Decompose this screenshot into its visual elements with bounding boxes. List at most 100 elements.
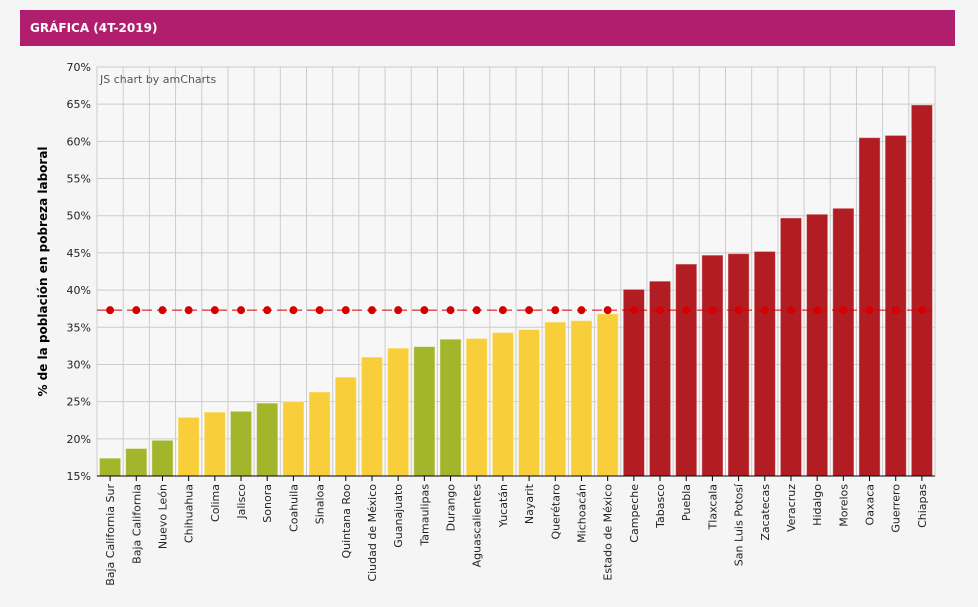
bar-jalisco bbox=[229, 410, 253, 477]
bar-nuevo-león bbox=[151, 439, 174, 477]
bar-durango bbox=[439, 338, 462, 477]
x-tick-label: Hidalgo bbox=[811, 484, 824, 526]
bar-baja-california-sur bbox=[99, 457, 122, 477]
reference-point bbox=[917, 306, 926, 315]
y-tick-label: 30% bbox=[67, 358, 91, 371]
y-tick-label: 55% bbox=[67, 173, 91, 186]
y-tick-label: 45% bbox=[67, 247, 91, 260]
x-tick-label: Coahuila bbox=[287, 484, 300, 532]
bar-sonora bbox=[256, 402, 279, 477]
x-tick-label: San Luis Potosí bbox=[733, 483, 746, 566]
bar-coahuila bbox=[282, 401, 305, 477]
x-tick-label: Jalisco bbox=[235, 484, 248, 520]
reference-point bbox=[158, 306, 167, 315]
bar-chiapas bbox=[910, 104, 933, 477]
y-tick-label: 65% bbox=[67, 98, 91, 111]
reference-point bbox=[734, 306, 743, 315]
bar-querétaro bbox=[544, 321, 567, 477]
x-tick-label: Querétaro bbox=[549, 484, 562, 540]
reference-point bbox=[603, 306, 612, 315]
reference-point bbox=[394, 306, 403, 315]
x-tick-label: Tabasco bbox=[654, 484, 667, 529]
reference-point bbox=[551, 306, 560, 315]
reference-point bbox=[839, 306, 848, 315]
x-tick-label: Estado de México bbox=[602, 484, 615, 581]
amcharts-credit-link[interactable]: JS chart by amCharts bbox=[100, 73, 217, 86]
reference-point bbox=[525, 306, 534, 315]
reference-point bbox=[446, 306, 455, 315]
bar-tamaulipas bbox=[413, 346, 436, 477]
reference-point bbox=[237, 306, 246, 315]
chart-header: GRÁFICA (4T-2019) bbox=[20, 10, 955, 46]
bar-sinaloa bbox=[308, 391, 331, 477]
y-tick-label: 15% bbox=[67, 470, 91, 483]
bar-guanajuato bbox=[387, 347, 410, 477]
bar-nayarit bbox=[518, 329, 541, 477]
bar-yucatán bbox=[491, 331, 514, 477]
x-tick-label: Puebla bbox=[680, 484, 693, 521]
bar-aguascalientes bbox=[465, 337, 488, 477]
reference-point bbox=[498, 306, 507, 315]
reference-point bbox=[813, 306, 822, 315]
x-tick-label: Chihuahua bbox=[183, 484, 196, 543]
y-tick-label: 25% bbox=[67, 396, 91, 409]
x-tick-label: Ciudad de México bbox=[366, 484, 379, 582]
reference-point bbox=[132, 306, 141, 315]
x-tick-label: Durango bbox=[445, 484, 458, 532]
reference-point bbox=[315, 306, 324, 315]
y-tick-label: 20% bbox=[67, 433, 91, 446]
reference-point bbox=[682, 306, 691, 315]
reference-point bbox=[891, 306, 900, 315]
bar-veracruz bbox=[779, 217, 803, 477]
x-tick-label: Quintana Roo bbox=[340, 484, 353, 559]
bar-morelos bbox=[832, 207, 855, 477]
reference-point bbox=[106, 306, 115, 315]
x-tick-label: Campeche bbox=[628, 484, 641, 543]
x-tick-label: Veracruz bbox=[785, 484, 798, 532]
bar-michoacán bbox=[570, 320, 593, 477]
x-tick-label: Colima bbox=[209, 484, 222, 522]
x-tick-label: Tamaulipas bbox=[418, 484, 431, 547]
bar-baja-california bbox=[125, 447, 148, 477]
reference-point bbox=[367, 306, 376, 315]
x-tick-label: Guanajuato bbox=[392, 484, 405, 548]
y-axis-title: % de la población en pobreza laboral bbox=[36, 146, 50, 396]
bar-guerrero bbox=[884, 134, 907, 477]
x-tick-label: Guerrero bbox=[890, 484, 903, 533]
bar-campeche bbox=[622, 288, 645, 477]
bar-chihuahua bbox=[177, 416, 200, 477]
reference-point bbox=[263, 306, 272, 315]
y-tick-label: 50% bbox=[67, 210, 91, 223]
x-tick-label: Morelos bbox=[837, 484, 850, 527]
x-tick-label: Sonora bbox=[261, 484, 274, 523]
reference-point bbox=[786, 306, 795, 315]
x-tick-label: Aguascalientes bbox=[471, 484, 484, 568]
bar-colima bbox=[203, 411, 226, 477]
reference-point bbox=[420, 306, 429, 315]
bar-hidalgo bbox=[806, 213, 829, 477]
bar-san-luis-potosí bbox=[727, 253, 750, 477]
bar-estado-de-méxico bbox=[596, 313, 619, 477]
x-tick-label: Nayarit bbox=[523, 483, 536, 524]
x-tick-label: Michoacán bbox=[575, 484, 588, 543]
y-tick-label: 35% bbox=[67, 321, 91, 334]
bar-tlaxcala bbox=[701, 254, 724, 477]
y-tick-label: 60% bbox=[67, 135, 91, 148]
bar-quintana-roo bbox=[334, 376, 357, 477]
x-tick-label: Yucatán bbox=[497, 484, 510, 528]
reference-point bbox=[708, 306, 717, 315]
reference-point bbox=[472, 306, 481, 315]
x-tick-label: Nuevo León bbox=[156, 484, 169, 549]
x-tick-label: Chiapas bbox=[916, 484, 929, 528]
reference-point bbox=[629, 306, 638, 315]
x-tick-label: Oaxaca bbox=[864, 484, 877, 525]
reference-point bbox=[184, 306, 193, 315]
reference-point bbox=[577, 306, 586, 315]
reference-point bbox=[341, 306, 350, 315]
y-tick-label: 70% bbox=[67, 61, 91, 74]
x-tick-label: Baja California bbox=[130, 484, 143, 564]
bar-zacatecas bbox=[753, 250, 776, 477]
x-tick-label: Tlaxcala bbox=[706, 484, 719, 530]
reference-point bbox=[760, 306, 769, 315]
bar-puebla bbox=[675, 263, 698, 477]
